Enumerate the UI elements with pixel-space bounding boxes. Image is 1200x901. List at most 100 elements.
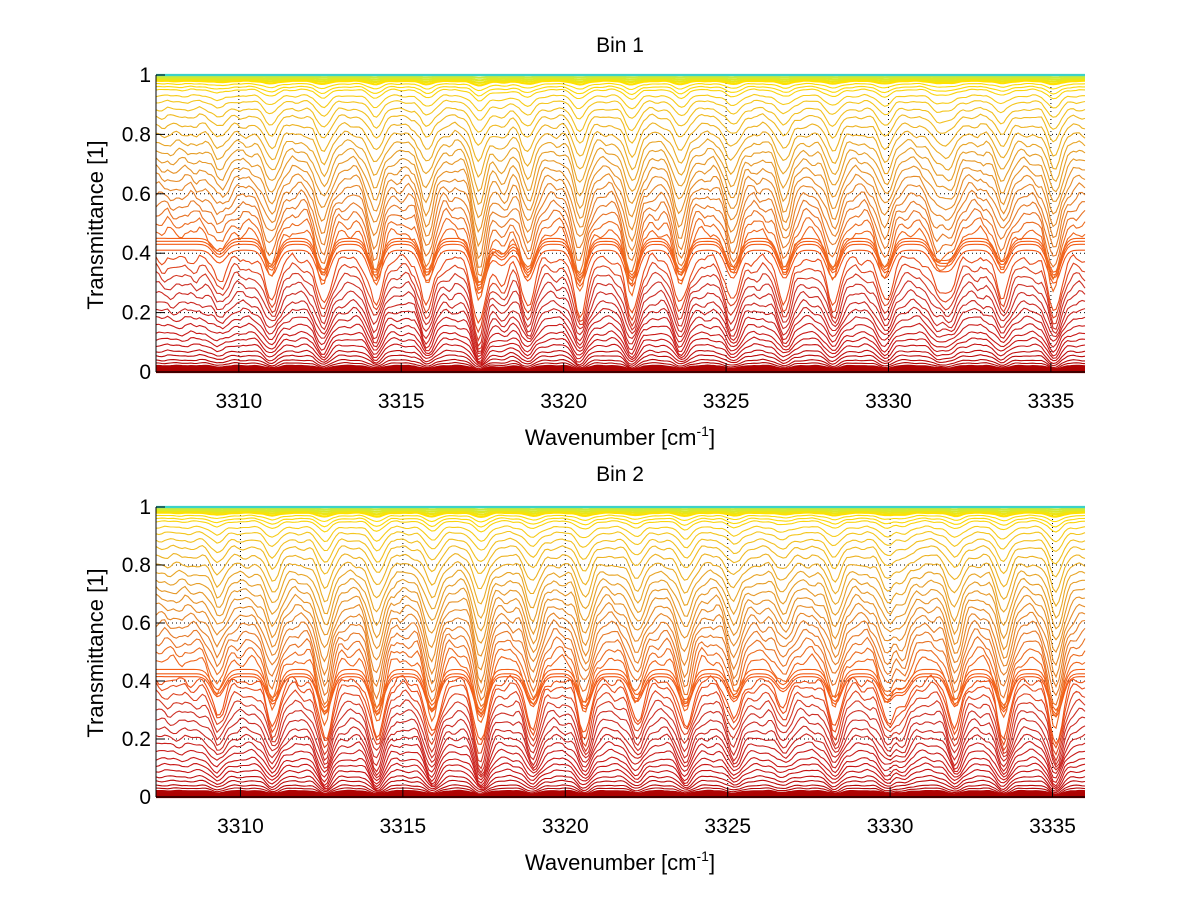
spectrum-line: [156, 507, 1085, 511]
y-tick-label: 1: [139, 64, 151, 87]
x-tick-label: 3325: [703, 390, 750, 413]
spectrum-line: [155, 740, 1086, 781]
spectrum-line: [155, 279, 1086, 348]
y-tick-label: 0.2: [122, 728, 151, 751]
y-tick-label: 0.6: [122, 612, 151, 635]
spectrum-line: [155, 525, 1086, 543]
spectrum-line: [155, 358, 1085, 370]
x-axis-label: Wavenumber [cm-1]: [525, 423, 715, 450]
spectrum-line: [155, 537, 1086, 565]
spectrum-line: [155, 198, 1085, 277]
spectrum-line: [156, 676, 1085, 718]
x-tick-label: 3315: [378, 390, 425, 413]
spectrum-line: [155, 519, 1086, 533]
spectrum-line: [155, 645, 1086, 717]
spectrum-line: [155, 544, 1086, 578]
spectrum-line: [155, 343, 1086, 365]
spectrum-line: [155, 674, 1086, 746]
spectrum-line: [155, 716, 1086, 774]
spectrum-line: [155, 155, 1086, 219]
axes-box: [155, 75, 1085, 373]
spectrum-line: [155, 791, 1085, 797]
spectrum-line: [155, 252, 1086, 325]
spectrum-line: [155, 733, 1086, 778]
spectrum-line: [155, 271, 1086, 342]
spectrum-line: [156, 75, 1086, 79]
spectrum-line: [155, 207, 1086, 284]
y-tick-label: 0.6: [122, 183, 151, 206]
spectrum-line: [155, 77, 1085, 84]
spectrum-line: [155, 748, 1086, 784]
spectrum-line: [155, 560, 1086, 608]
spectrum-line: [155, 224, 1086, 302]
spectrum-line: [155, 601, 1086, 671]
x-tick-label: 3320: [540, 390, 587, 413]
spectrum-line: [156, 243, 1085, 289]
spectrum-line: [156, 668, 1085, 712]
spectrum-line: [155, 85, 1085, 97]
spectrum-line: [155, 353, 1086, 368]
spectrum-line: [155, 349, 1086, 366]
spectrum-line: [155, 511, 1086, 519]
spectrum-line: [155, 361, 1086, 371]
spectrum-line: [155, 517, 1086, 528]
spectrum-line: [155, 779, 1086, 794]
spectrum-line: [155, 113, 1086, 146]
spectrum-line: [155, 79, 1086, 87]
subplot-bin-1: Bin 1 0 0.2 0.4 0.6 0.8 1 3310 3315 3320 3325 333…: [83, 34, 1086, 450]
spectrum-line: [155, 626, 1086, 702]
spectrum-line: [155, 784, 1086, 795]
x-tick-label: 3335: [1029, 815, 1076, 838]
spectrum-line: [155, 577, 1085, 632]
plot-title: Bin 2: [596, 463, 644, 486]
spectrum-line: [155, 215, 1086, 291]
spectrum-line: [155, 689, 1086, 756]
spectrum-line: [156, 364, 1086, 372]
spectrum-line: [155, 164, 1086, 233]
spectrum-line: [155, 138, 1086, 193]
spectrum-line: [155, 707, 1086, 770]
spectrum-line: [155, 330, 1086, 363]
spectrum-line: [155, 314, 1086, 358]
spectrum-line: [155, 369, 1085, 373]
spectrum-line: [155, 129, 1086, 179]
spectrum-line: [155, 787, 1086, 796]
spectrum-line: [156, 366, 1086, 373]
spectrum-line: [155, 298, 1086, 352]
y-axis-ticks: 0 0.2 0.4 0.6 0.8 1: [122, 64, 165, 384]
x-tick-label: 3320: [542, 815, 589, 838]
spectrum-line: [155, 794, 1085, 798]
spectrum-line: [156, 508, 1085, 514]
y-tick-label: 0: [139, 361, 151, 384]
spectrum-line: [155, 593, 1086, 657]
spectrum-line: [155, 189, 1086, 269]
spectrum-line: [155, 509, 1086, 516]
spectrum-line: [155, 306, 1086, 355]
y-tick-label: 0.4: [122, 670, 152, 693]
x-tick-label: 3330: [867, 815, 914, 838]
spectrum-line: [155, 762, 1086, 789]
spectrum-line: [155, 147, 1086, 206]
spectrum-line: [156, 240, 1085, 287]
spectrum-line: [155, 261, 1086, 334]
spectrum-line: [156, 673, 1085, 716]
spectrum-line: [155, 585, 1086, 644]
y-tick-label: 1: [139, 496, 151, 519]
x-axis-ticks: 3310 3315 3320 3325 3330 3335: [217, 788, 1076, 838]
spectrum-line: [155, 121, 1086, 163]
spectrum-line: [155, 618, 1086, 695]
spectrum-line: [155, 652, 1086, 730]
y-tick-label: 0: [139, 786, 151, 809]
y-axis-ticks: 0 0.2 0.4 0.6 0.8 1: [122, 496, 165, 809]
y-axis-label: Transmittance [1]: [83, 568, 108, 737]
spectrum-line: [155, 172, 1086, 248]
spectrum-line: [156, 249, 1085, 295]
spectrum-line: [155, 322, 1086, 361]
spectrum-line: [155, 93, 1085, 112]
axes-box: [155, 507, 1085, 798]
spectrum-line: [155, 180, 1086, 260]
spectrum-line: [156, 82, 1086, 92]
x-tick-label: 3315: [380, 815, 427, 838]
x-axis-ticks: 3310 3315 3320 3325 3330 3335: [215, 363, 1074, 413]
